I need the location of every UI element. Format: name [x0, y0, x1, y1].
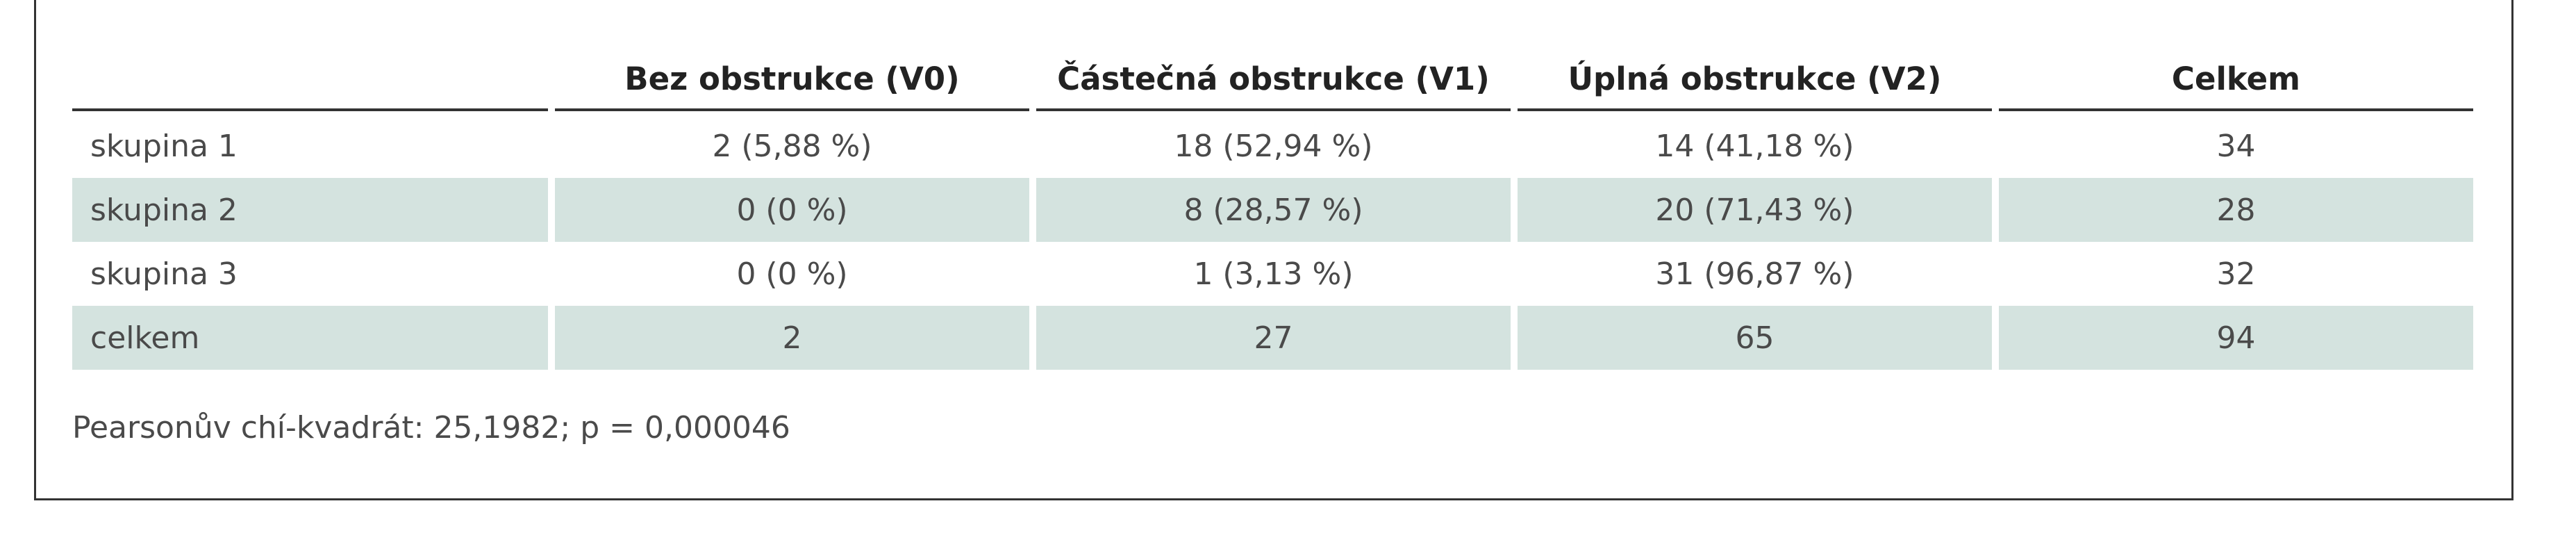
- header-v2: Úplná obstrukce (V2): [1517, 49, 1992, 111]
- cell-total: 32: [2216, 256, 2256, 292]
- cell-v2: 65: [1517, 306, 1992, 370]
- header-corner-cell: [72, 49, 548, 111]
- cell-v0: 2 (5,88 %): [712, 128, 872, 164]
- table-frame: [34, 0, 2513, 500]
- cell-v2: 31 (96,87 %): [1655, 256, 1854, 292]
- row-label: skupina 1: [90, 128, 238, 164]
- cell-v0: 2: [555, 306, 1029, 370]
- header-v0: Bez obstrukce (V0): [555, 49, 1029, 111]
- cell-total: 94: [1998, 306, 2473, 370]
- cell-v2: 20 (71,43 %): [1517, 178, 1992, 242]
- table-header-row: Bez obstrukce (V0) Částečná obstrukce (V…: [72, 49, 2473, 111]
- cell-v1: 8 (28,57 %): [1036, 178, 1511, 242]
- cell-v2: 14 (41,18 %): [1655, 128, 1854, 164]
- cell-v1: 1 (3,13 %): [1193, 256, 1354, 292]
- cell-total: 34: [2216, 128, 2256, 164]
- cell-v1: 18 (52,94 %): [1174, 128, 1373, 164]
- cell-total: 28: [1998, 178, 2473, 242]
- table-row-total: celkem 2 27 65 94: [72, 306, 2473, 370]
- statistics-footnote: Pearsonův chí-kvadrát: 25,1982; p = 0,00…: [72, 410, 790, 445]
- results-table-container: Bez obstrukce (V0) Částečná obstrukce (V…: [72, 49, 2487, 370]
- table-row: skupina 1 2 (5,88 %) 18 (52,94 %) 14 (41…: [72, 111, 2473, 178]
- results-table: Bez obstrukce (V0) Částečná obstrukce (V…: [65, 49, 2480, 370]
- table-row: skupina 3 0 (0 %) 1 (3,13 %) 31 (96,87 %…: [72, 242, 2473, 306]
- cell-v0: 0 (0 %): [555, 178, 1029, 242]
- header-v1: Částečná obstrukce (V1): [1036, 49, 1511, 111]
- header-total: Celkem: [1998, 49, 2473, 111]
- table-row: skupina 2 0 (0 %) 8 (28,57 %) 20 (71,43 …: [72, 178, 2473, 242]
- cell-v1: 27: [1036, 306, 1511, 370]
- cell-v0: 0 (0 %): [736, 256, 848, 292]
- row-label: skupina 3: [90, 256, 238, 292]
- row-label: celkem: [72, 306, 548, 370]
- row-label: skupina 2: [72, 178, 548, 242]
